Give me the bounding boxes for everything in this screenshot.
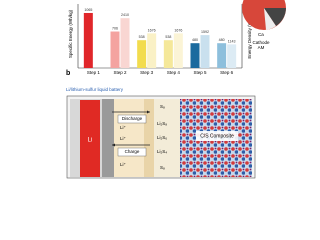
data-label: 2410 <box>121 13 129 17</box>
bar <box>217 43 227 68</box>
page: b Specific Energy (Wh/kg) Energy Density… <box>66 0 286 179</box>
bar <box>120 18 130 68</box>
diagram: Li/lithium-sulfur liquid battery Li C/S … <box>66 87 256 179</box>
ion-label: Li⁺ <box>120 125 127 130</box>
bar <box>147 33 157 68</box>
bar <box>190 43 200 68</box>
anode <box>80 100 100 177</box>
y-axis-label: Specific Energy (Wh/kg) <box>68 9 73 58</box>
data-label: 538 <box>139 35 145 39</box>
anode-label: Li <box>88 138 93 144</box>
x-tick-label: Step 2 <box>113 70 127 75</box>
bar <box>173 33 183 68</box>
species-label: S₈ <box>160 104 165 109</box>
y2-axis-label: Energy Density (Wh/L) <box>247 13 252 59</box>
bar <box>227 44 237 68</box>
x-tick-label: Step 5 <box>193 70 207 75</box>
x-tick-label: Step 1 <box>87 70 101 75</box>
pie-slice <box>264 8 286 26</box>
ion-label: Li⁺ <box>120 162 127 167</box>
electrolyte <box>114 99 144 177</box>
data-label: 1065 <box>84 8 92 12</box>
electrolyte <box>154 99 180 177</box>
chart: b Specific Energy (Wh/kg) Energy Density… <box>66 0 286 77</box>
arrow-head <box>147 110 150 114</box>
species-label: S₈ <box>160 165 165 170</box>
bar <box>163 40 173 68</box>
data-label: 1143 <box>228 39 236 43</box>
pie-label: AM <box>258 45 265 50</box>
bar <box>200 35 210 68</box>
data-label: 480 <box>192 38 198 42</box>
panel-label: b <box>66 70 70 77</box>
separator <box>144 99 154 177</box>
data-label: 538 <box>165 35 171 39</box>
data-label: 480 <box>219 38 225 42</box>
species-label: Li₂S₄ <box>157 149 167 154</box>
data-label: 1676 <box>174 28 182 32</box>
species-label: Li₂S₆ <box>157 135 167 140</box>
species-label: Li₂S₈ <box>157 121 167 126</box>
current-collector <box>102 99 114 177</box>
x-tick-label: Step 3 <box>140 70 154 75</box>
pie-label: Ca <box>258 32 264 37</box>
cathode-label-box <box>196 131 238 141</box>
arrow-head <box>112 143 115 147</box>
x-tick-label: Step 6 <box>220 70 234 75</box>
bar <box>110 31 120 69</box>
label-box <box>117 147 147 157</box>
label-box <box>117 114 147 124</box>
data-label: 1592 <box>201 30 209 34</box>
ion-label: Li⁺ <box>120 136 127 141</box>
x-tick-label: Step 4 <box>167 70 181 75</box>
pie-label: Cathode <box>252 40 270 45</box>
pie-slice <box>264 8 276 30</box>
data-label: 706 <box>112 26 118 30</box>
bar <box>137 40 147 68</box>
bar <box>83 12 93 69</box>
discharge-label: Discharge <box>122 116 143 121</box>
charge-label: Charge <box>125 149 140 154</box>
cathode-label: C/S Composite <box>200 133 234 139</box>
diagram-title: Li/lithium-sulfur liquid battery <box>66 87 124 92</box>
data-label: 1676 <box>148 28 156 32</box>
